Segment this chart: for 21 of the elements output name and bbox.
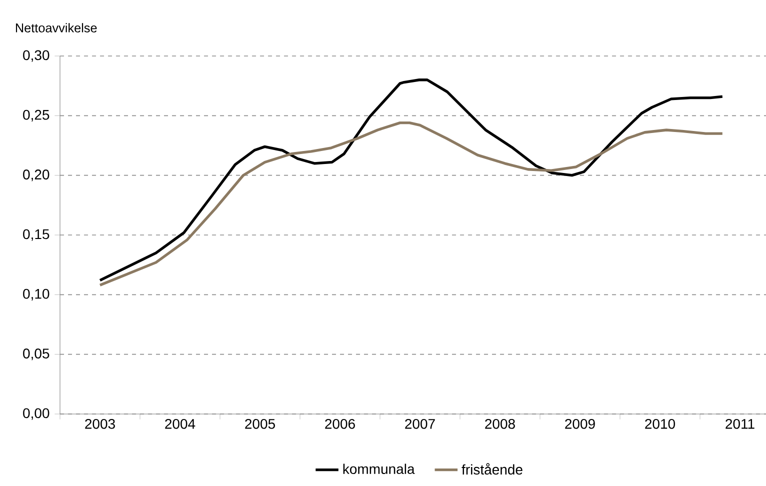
x-tick-label: 2007 bbox=[405, 418, 435, 429]
x-tick-label: 2006 bbox=[325, 418, 355, 429]
line-series bbox=[98, 121, 724, 286]
x-tick-label: 2004 bbox=[165, 418, 196, 429]
x-tick-label: 2005 bbox=[245, 418, 275, 429]
legend-label: fristående bbox=[462, 463, 522, 475]
y-tick-label: 0,30 bbox=[23, 50, 50, 62]
x-tick-label: 2009 bbox=[565, 418, 595, 429]
x-tick-label: 2008 bbox=[485, 418, 515, 429]
y-tick-label: 0,05 bbox=[23, 348, 50, 360]
y-tick-label: 0,10 bbox=[23, 288, 50, 300]
y-tick-label: 0,20 bbox=[23, 170, 50, 182]
x-tick-label: 2011 bbox=[726, 418, 754, 429]
x-tick-label: 2010 bbox=[645, 418, 676, 429]
legend-label: kommunala bbox=[343, 464, 415, 474]
x-tick-label: 2003 bbox=[85, 418, 115, 429]
y-tick-label: 0,00 bbox=[23, 408, 50, 420]
line-series bbox=[98, 78, 724, 282]
y-tick-label: 0,15 bbox=[23, 229, 50, 241]
y-tick-label: 0,25 bbox=[23, 110, 50, 122]
y-axis-title: Nettoavvikelse bbox=[16, 23, 97, 32]
